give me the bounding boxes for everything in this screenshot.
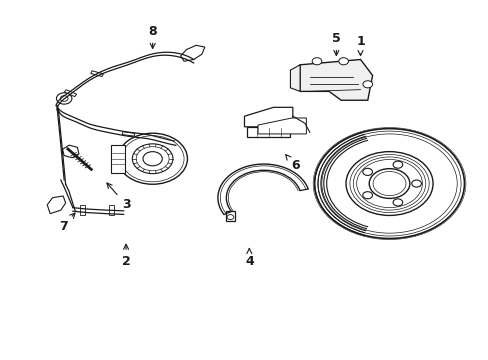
Polygon shape xyxy=(47,196,65,214)
Text: 1: 1 xyxy=(355,35,364,55)
Circle shape xyxy=(311,58,321,65)
Polygon shape xyxy=(110,145,125,173)
Text: 6: 6 xyxy=(285,155,299,172)
Polygon shape xyxy=(90,71,103,77)
Text: 4: 4 xyxy=(244,248,253,268)
Polygon shape xyxy=(258,118,306,134)
Circle shape xyxy=(338,58,348,65)
Text: 5: 5 xyxy=(331,32,340,55)
Polygon shape xyxy=(300,59,372,100)
Polygon shape xyxy=(122,132,135,136)
Circle shape xyxy=(56,93,72,104)
Polygon shape xyxy=(108,205,114,215)
Polygon shape xyxy=(180,45,204,61)
Polygon shape xyxy=(62,145,79,158)
Polygon shape xyxy=(80,205,85,215)
Text: 8: 8 xyxy=(148,24,157,48)
Polygon shape xyxy=(64,90,77,96)
Text: 2: 2 xyxy=(122,244,130,268)
Text: 3: 3 xyxy=(107,183,130,211)
Circle shape xyxy=(362,81,372,88)
Polygon shape xyxy=(290,65,300,91)
Text: 7: 7 xyxy=(59,213,75,233)
